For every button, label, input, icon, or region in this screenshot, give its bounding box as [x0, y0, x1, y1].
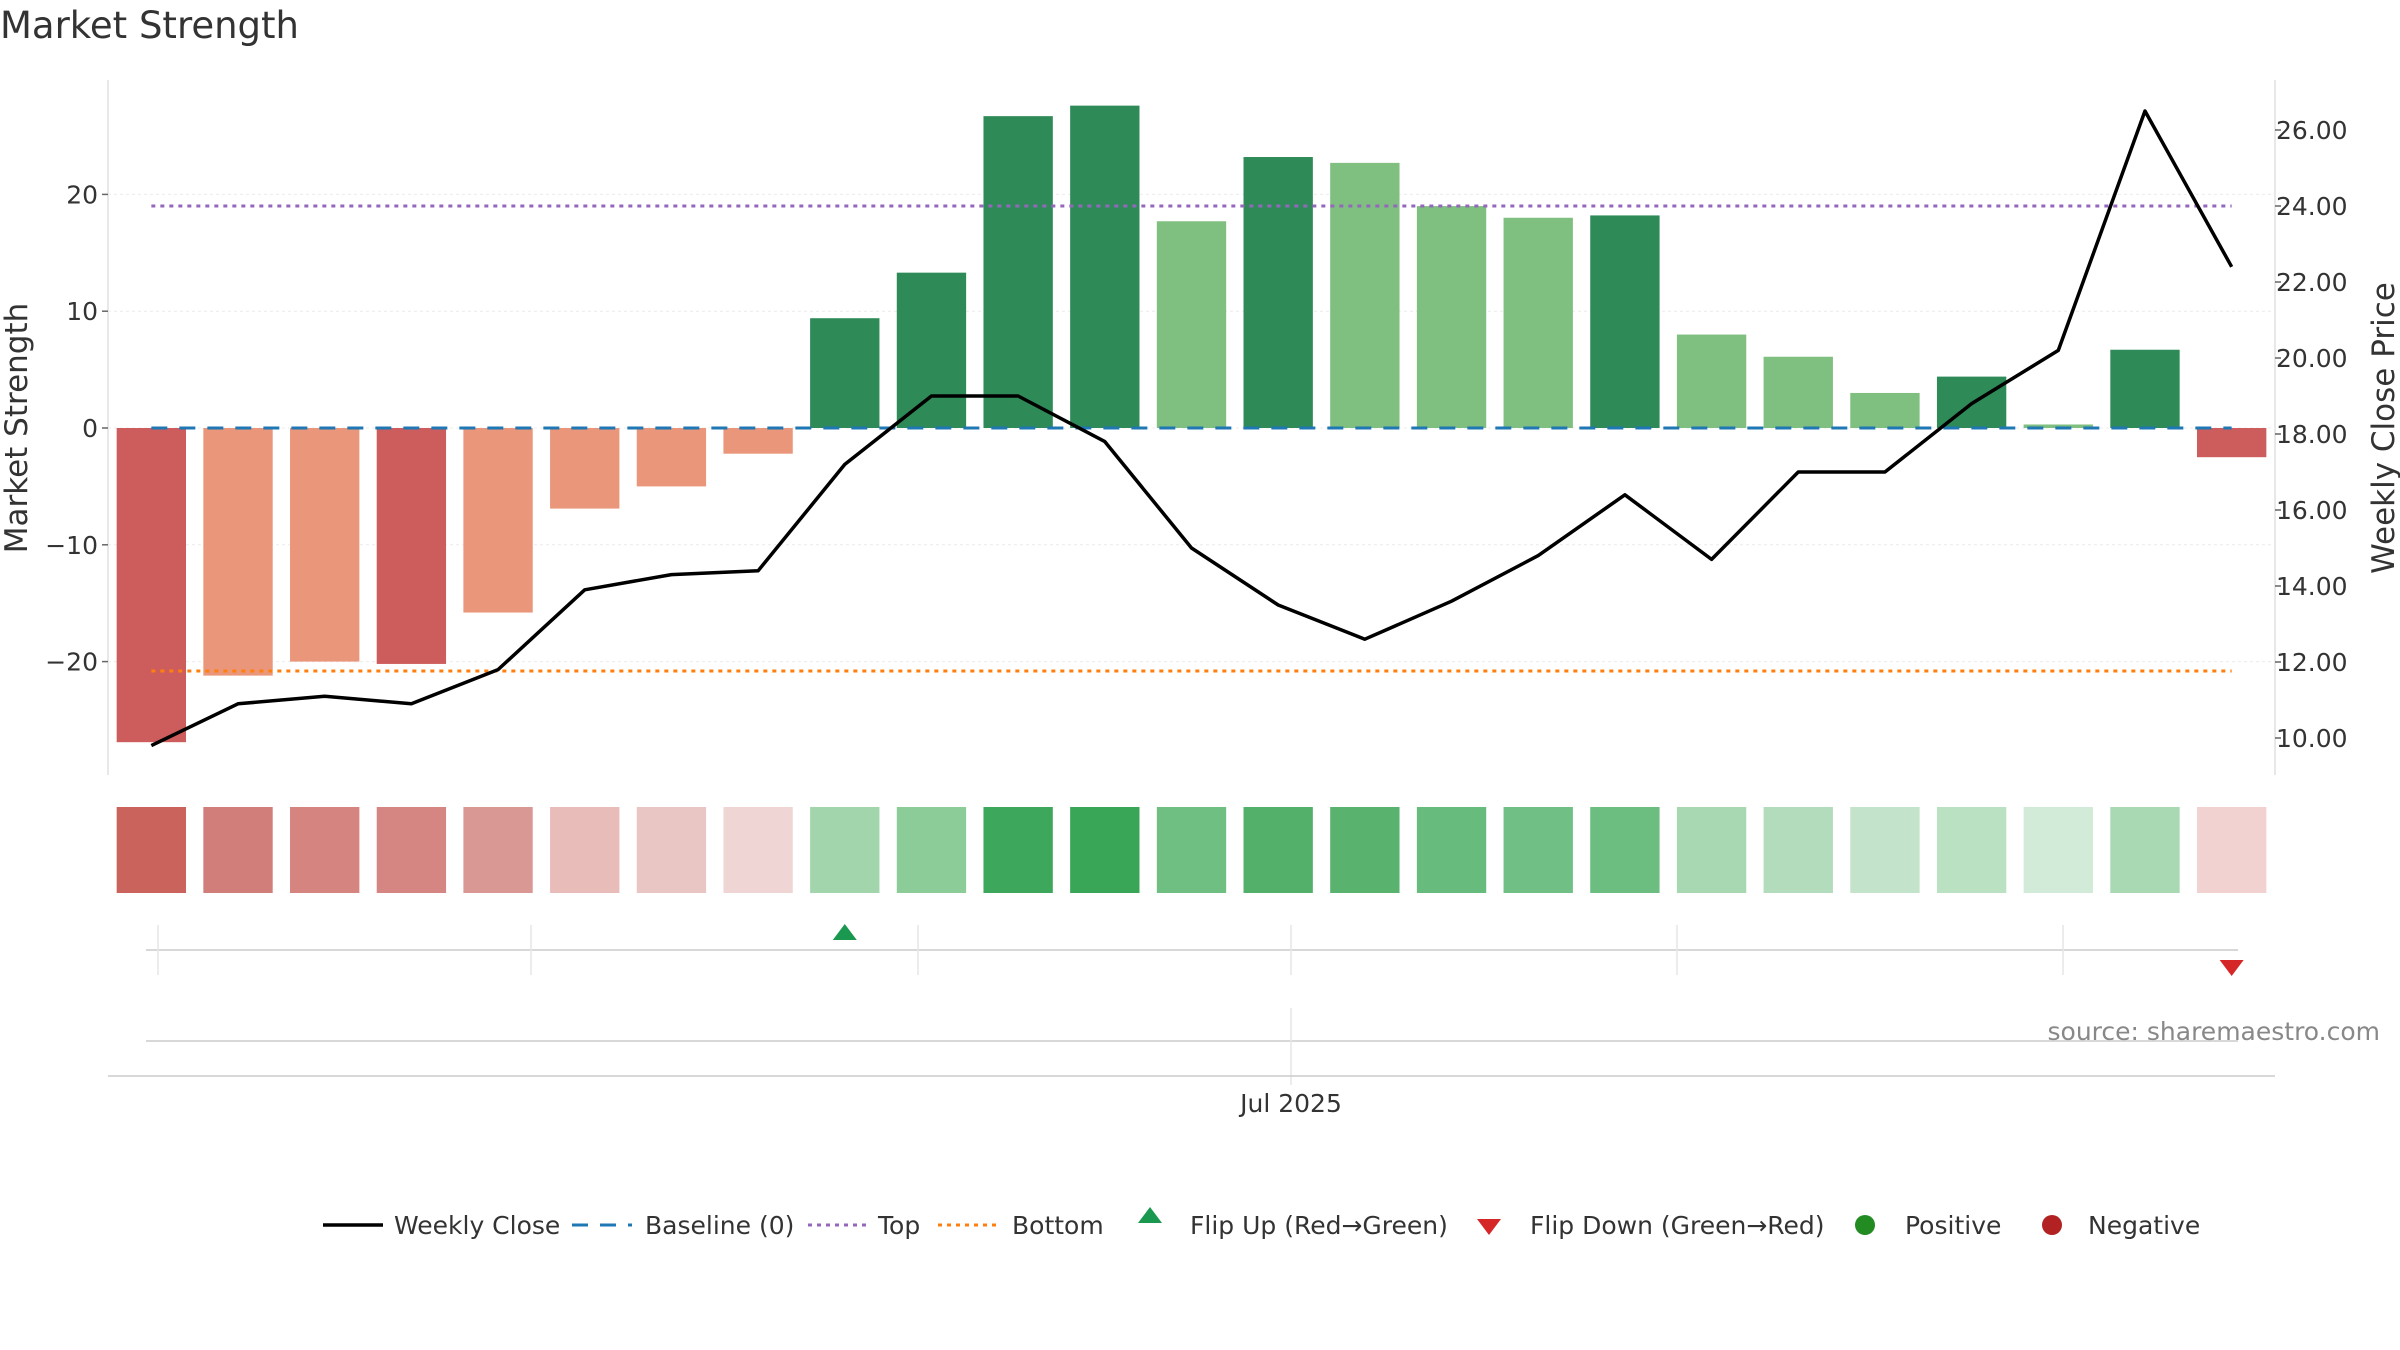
right-tick-label: 12.00: [2276, 648, 2348, 677]
strength-bar: [2023, 424, 2093, 428]
flip-down-marker: [2219, 960, 2244, 976]
strength-bar: [1156, 221, 1227, 428]
heat-strip-cell: [1936, 807, 2007, 893]
left-tick-label: −10: [45, 531, 98, 560]
heat-strip-cell: [1503, 807, 1573, 893]
flip-up-marker: [832, 924, 857, 940]
strength-bar: [1763, 356, 1833, 428]
legend-weekly-close-label: Weekly Close: [394, 1211, 560, 1240]
legend-flip-up-swatch: [1138, 1207, 1162, 1223]
strength-bar: [203, 428, 273, 676]
chart-title: Market Strength: [0, 4, 299, 47]
legend-positive-label: Positive: [1905, 1211, 2001, 1240]
heat-strip-cell: [550, 807, 620, 893]
legend-flip-down-label: Flip Down (Green→Red): [1530, 1211, 1825, 1240]
heat-strip-cell: [1330, 807, 1400, 893]
heat-strip-cell: [1763, 807, 1833, 893]
right-tick-label: 20.00: [2276, 344, 2348, 373]
flip-marker-panel: [108, 924, 2275, 1085]
strength-bar: [1503, 217, 1573, 428]
heat-strip-cell: [1156, 807, 1227, 893]
heat-strip-cell: [376, 807, 447, 893]
strength-heat-strip: [116, 807, 2267, 893]
heat-strip-cell: [116, 807, 187, 893]
legend-positive-swatch: [1855, 1215, 1875, 1235]
weekly-close-series: [150, 109, 2234, 748]
heat-strip-cell: [1416, 807, 1487, 893]
heat-strip-cell: [1243, 807, 1313, 893]
strength-bar: [636, 428, 707, 487]
x-tick-label: Jul 2025: [1238, 1089, 1342, 1118]
axis-labels: 20 10 0 −10 −20 26.00 24.00 22.00 20.00 18.00 16.0…: [45, 116, 2347, 753]
right-tick-label: 22.00: [2276, 268, 2348, 297]
strength-bar: [2110, 349, 2180, 428]
legend: Weekly Close Baseline (0) Top Bottom Flip Up…: [323, 1207, 2200, 1240]
heat-strip-cell: [2196, 807, 2267, 893]
weekly-close-line: [150, 109, 2234, 748]
left-tick-label: 10: [66, 297, 98, 326]
strength-bar: [896, 272, 967, 428]
heat-strip-cell: [2110, 807, 2180, 893]
strength-bar: [290, 428, 360, 662]
heat-strip-cell: [463, 807, 533, 893]
heat-strip-cell: [203, 807, 273, 893]
strength-bar: [1416, 206, 1487, 428]
strength-bar: [983, 116, 1053, 429]
heat-strip-cell: [1590, 807, 1660, 893]
legend-flip-down-swatch: [1477, 1219, 1501, 1235]
right-tick-label: 14.00: [2276, 572, 2348, 601]
heat-strip-cell: [1070, 807, 1140, 893]
legend-negative-label: Negative: [2088, 1211, 2200, 1240]
right-tick-label: 10.00: [2276, 724, 2348, 753]
heat-strip-cell: [983, 807, 1053, 893]
strength-bar: [463, 428, 533, 613]
strength-bar: [1590, 215, 1660, 428]
right-tick-label: 26.00: [2276, 116, 2348, 145]
legend-baseline-label: Baseline (0): [645, 1211, 794, 1240]
right-tick-label: 24.00: [2276, 192, 2348, 221]
legend-flip-up-label: Flip Up (Red→Green): [1190, 1211, 1448, 1240]
left-axis-title: Market Strength: [0, 303, 35, 554]
heat-strip-cell: [810, 807, 880, 893]
left-tick-label: −20: [45, 648, 98, 677]
strength-bar: [376, 428, 447, 664]
strength-bar: [810, 318, 880, 428]
strength-bar: [1676, 334, 1747, 428]
right-tick-label: 18.00: [2276, 420, 2348, 449]
strength-bar: [1243, 157, 1313, 429]
strength-bar: [550, 428, 620, 509]
heat-strip-cell: [2023, 807, 2093, 893]
left-tick-label: 20: [66, 180, 98, 209]
strength-bar: [723, 428, 793, 454]
legend-bottom-label: Bottom: [1012, 1211, 1104, 1240]
left-tick-label: 0: [82, 414, 98, 443]
reference-lines: [151, 204, 2232, 673]
strength-bar: [1070, 105, 1140, 428]
heat-strip-cell: [290, 807, 360, 893]
strength-bar: [1330, 162, 1400, 428]
heat-strip-cell: [636, 807, 707, 893]
heat-strip-cell: [896, 807, 967, 893]
heat-strip-cell: [1676, 807, 1747, 893]
right-tick-label: 16.00: [2276, 496, 2348, 525]
strength-bars: [116, 105, 2267, 743]
strength-bar: [116, 428, 187, 743]
strength-bar: [2196, 428, 2267, 458]
legend-top-label: Top: [877, 1211, 920, 1240]
legend-negative-swatch: [2042, 1215, 2062, 1235]
heat-strip-cell: [1850, 807, 1920, 893]
heat-strip-cell: [723, 807, 793, 893]
strength-bar: [1850, 392, 1920, 428]
right-axis-title: Weekly Close Price: [2366, 282, 2400, 574]
